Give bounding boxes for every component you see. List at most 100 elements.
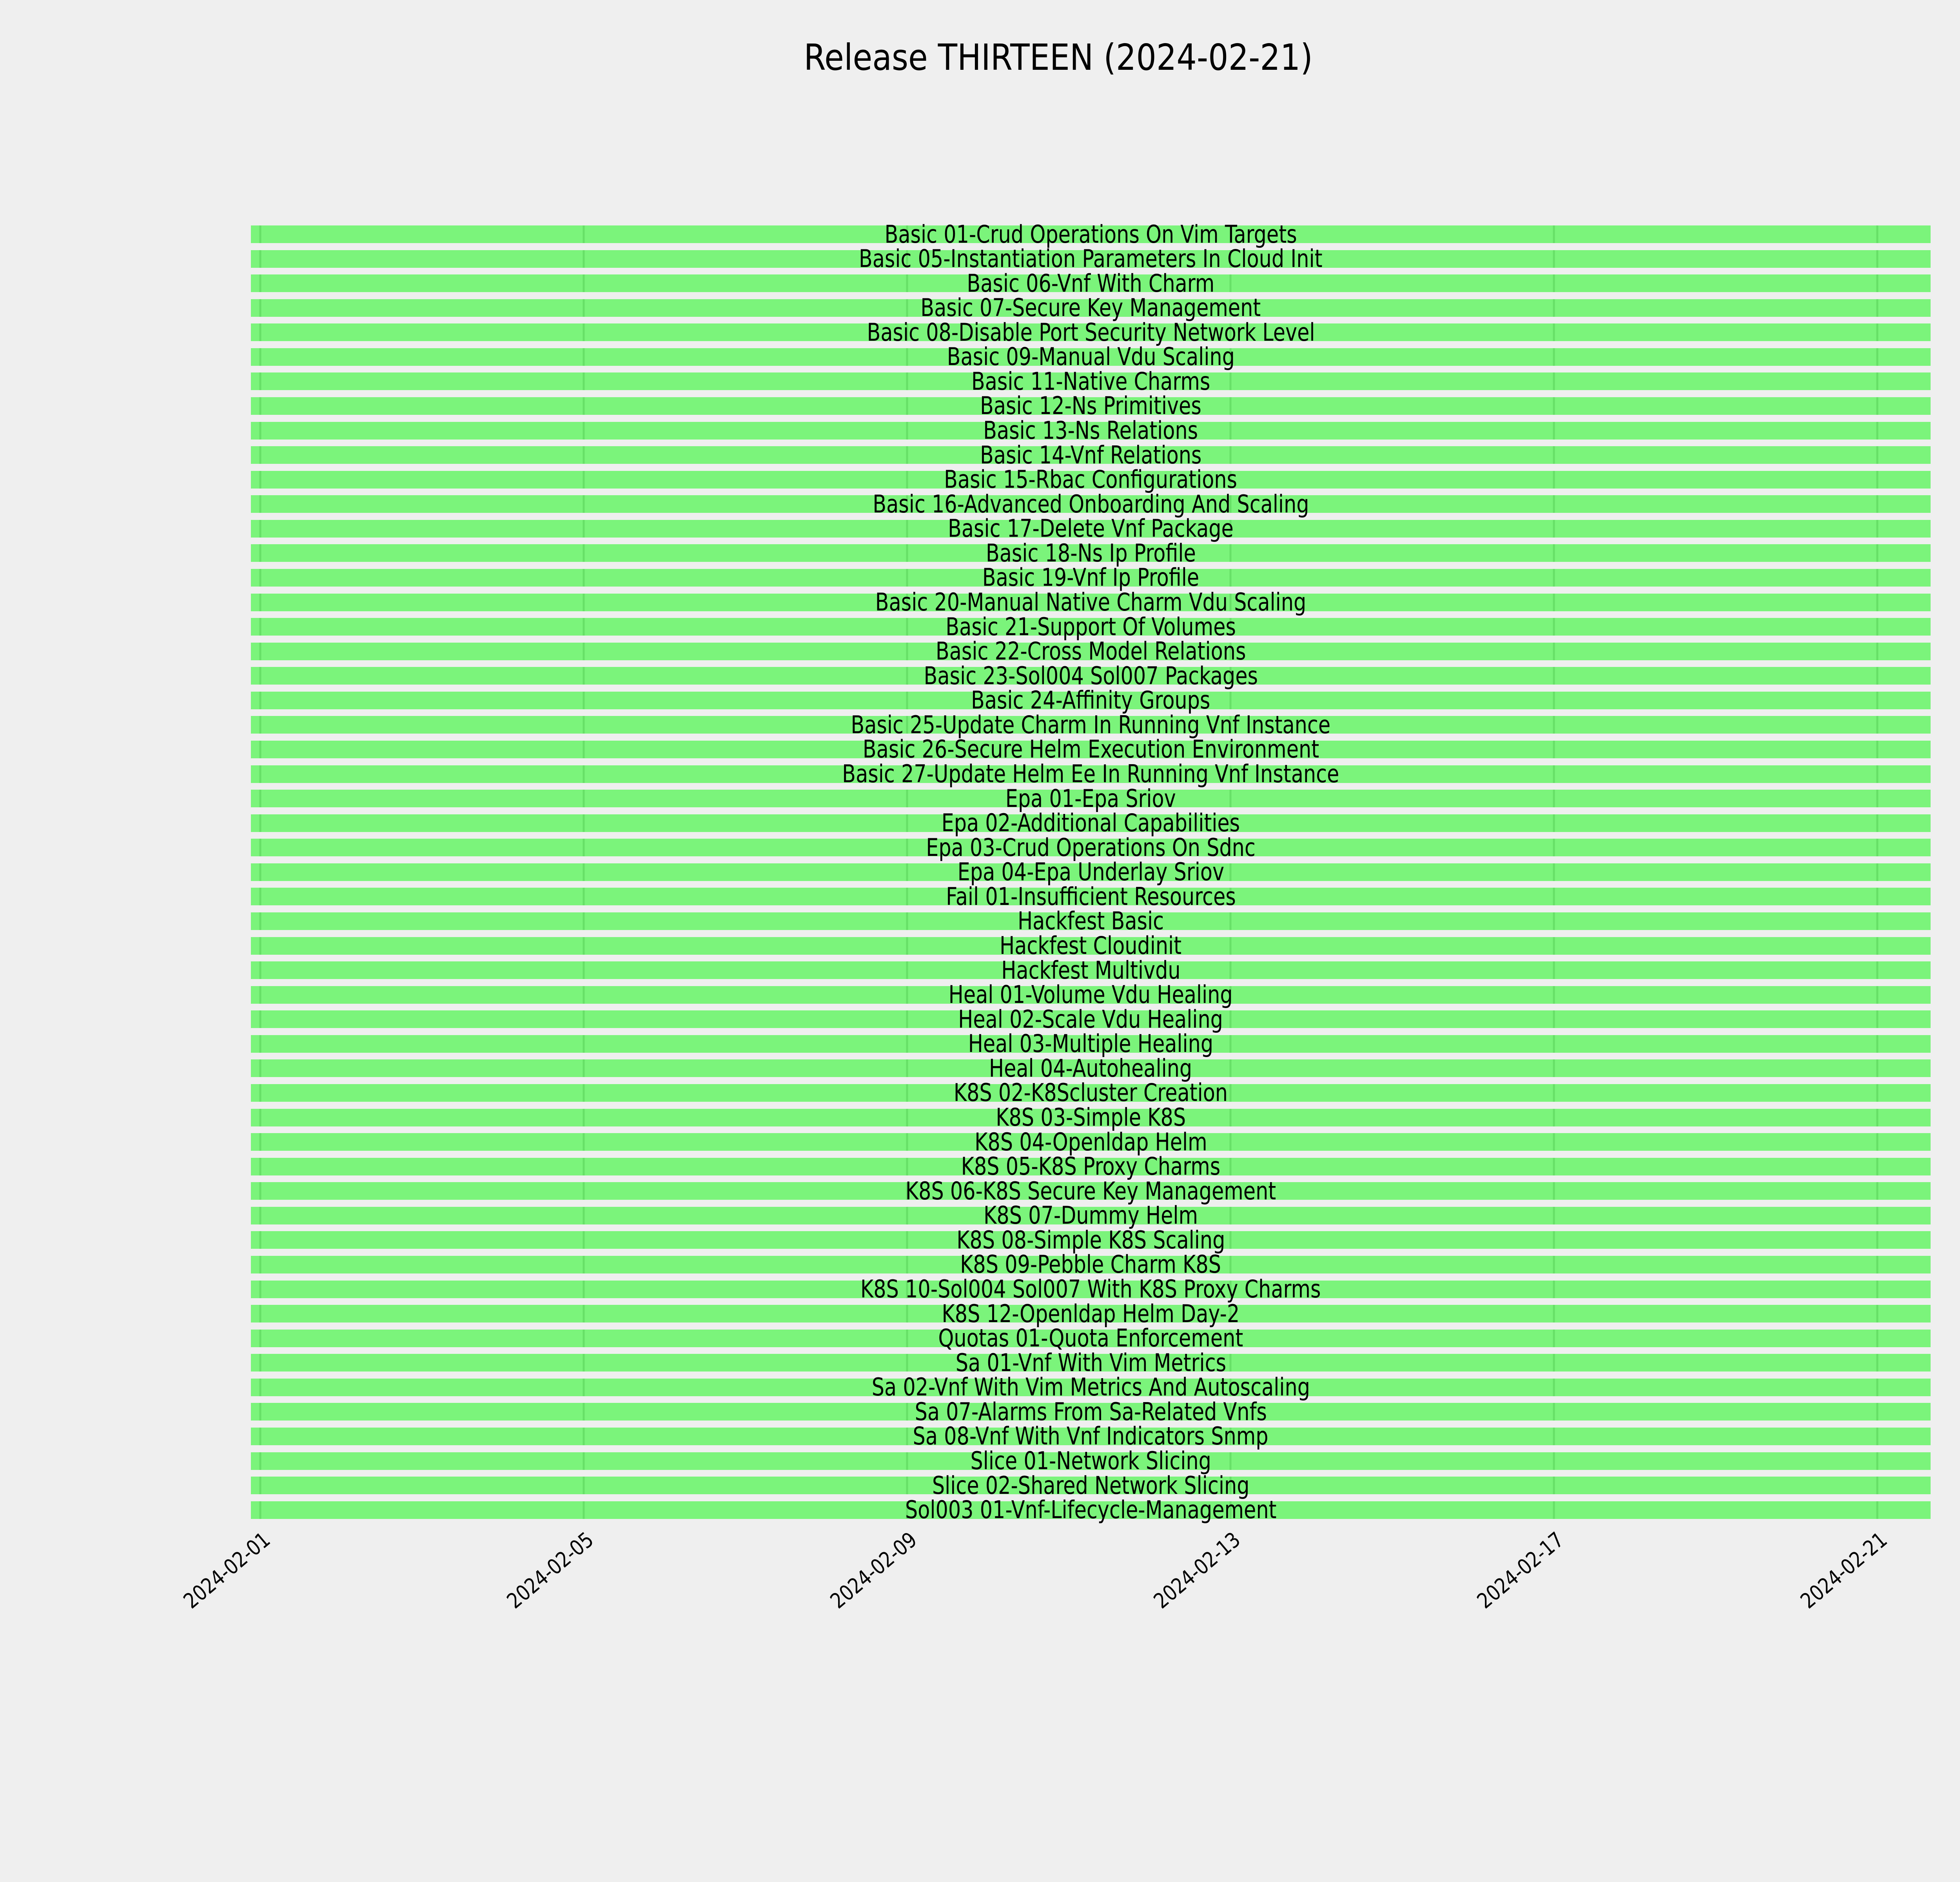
gantt-row: K8S 04-Openldap Helm (251, 1130, 1931, 1154)
gantt-bar: K8S 09-Pebble Charm K8S (251, 1252, 1931, 1277)
gantt-row: Basic 08-Disable Port Security Network L… (251, 320, 1931, 344)
date-gridline (1876, 421, 1878, 440)
date-gridline (1229, 397, 1232, 415)
date-gridline (1876, 1084, 1878, 1102)
date-gridline (259, 421, 261, 440)
date-gridline (259, 1305, 261, 1323)
date-gridline (1229, 986, 1232, 1004)
date-gridline (583, 1206, 585, 1224)
task-label: Basic 21-Support Of Volumes (946, 612, 1236, 641)
gantt-row: Epa 03-Crud Operations On Sdnc (251, 835, 1931, 859)
date-gridline (259, 520, 261, 538)
date-gridline (259, 618, 261, 636)
date-gridline (1553, 716, 1555, 734)
task-label: K8S 07-Dummy Helm (984, 1201, 1198, 1230)
task-label: Basic 09-Manual Vdu Scaling (947, 342, 1235, 371)
date-gridline (1876, 642, 1878, 660)
date-gridline (1229, 716, 1232, 734)
task-label: Basic 27-Update Helm Ee In Running Vnf I… (842, 759, 1339, 788)
date-gridline (1876, 912, 1878, 930)
date-gridline (583, 274, 585, 292)
date-gridline (259, 225, 261, 243)
date-gridline (259, 593, 261, 611)
gantt-row: Slice 01-Network Slicing (251, 1449, 1931, 1473)
gantt-row: K8S 07-Dummy Helm (251, 1203, 1931, 1228)
date-gridline (259, 544, 261, 562)
date-gridline (906, 1354, 908, 1372)
plot-area: Basic 01-Crud Operations On Vim Targets B… (251, 220, 1931, 1526)
date-gridline (259, 1133, 261, 1151)
gantt-row: Basic 09-Manual Vdu Scaling (251, 342, 1931, 371)
date-gridline (1876, 1501, 1878, 1519)
date-gridline (583, 421, 585, 440)
task-label: Basic 01-Crud Operations On Vim Targets (884, 220, 1297, 249)
date-gridline (1876, 323, 1878, 342)
date-gridline (1876, 495, 1878, 513)
gantt-row: Hackfest Cloudinit (251, 934, 1931, 958)
date-gridline (1229, 1182, 1232, 1200)
date-gridline (906, 716, 908, 734)
date-gridline (1553, 569, 1555, 587)
date-gridline (259, 986, 261, 1004)
x-tick-label: 2024-02-13 (1149, 1527, 1245, 1613)
task-label: Sa 08-Vnf With Vnf Indicators Snmp (913, 1422, 1269, 1451)
date-gridline (906, 888, 908, 906)
date-gridline (1876, 1378, 1878, 1396)
date-gridline (583, 1255, 585, 1273)
date-gridline (259, 299, 261, 317)
task-label: Basic 14-Vnf Relations (980, 440, 1202, 469)
date-gridline (1876, 1035, 1878, 1053)
gantt-row: Fail 01-Insufficient Resources (251, 884, 1931, 908)
date-gridline (906, 544, 908, 562)
task-label: Fail 01-Insufficient Resources (946, 882, 1236, 911)
date-gridline (259, 495, 261, 513)
date-gridline (1229, 1133, 1232, 1151)
task-label: Basic 11-Native Charms (971, 367, 1210, 396)
date-gridline (1553, 470, 1555, 489)
gantt-bar: Basic 19-Vnf Ip Profile (251, 565, 1931, 590)
date-gridline (259, 323, 261, 342)
date-gridline (906, 1477, 908, 1495)
date-gridline (1876, 863, 1878, 881)
date-gridline (259, 1354, 261, 1372)
gantt-bar: Fail 01-Insufficient Resources (251, 884, 1931, 908)
gantt-row: Sa 01-Vnf With Vim Metrics (251, 1350, 1931, 1375)
date-gridline (583, 372, 585, 391)
date-gridline (1876, 986, 1878, 1004)
date-gridline (1229, 1231, 1232, 1249)
date-gridline (1229, 839, 1232, 857)
date-gridline (1229, 912, 1232, 930)
gantt-bar: K8S 02-K8Scluster Creation (251, 1081, 1931, 1105)
date-gridline (583, 446, 585, 464)
date-gridline (1876, 1108, 1878, 1126)
gantt-bar: Epa 03-Crud Operations On Sdnc (251, 835, 1931, 859)
date-gridline (583, 1354, 585, 1372)
date-gridline (906, 1133, 908, 1151)
date-gridline (1229, 888, 1232, 906)
date-gridline (1876, 593, 1878, 611)
date-gridline (259, 642, 261, 660)
gantt-row: Basic 12-Ns Primitives (251, 394, 1931, 418)
date-gridline (1553, 299, 1555, 317)
date-gridline (1553, 1477, 1555, 1495)
gantt-bar: K8S 06-K8S Secure Key Management (251, 1179, 1931, 1203)
task-label: Hackfest Basic (1017, 906, 1164, 936)
gantt-row: Basic 07-Secure Key Management (251, 296, 1931, 320)
date-gridline (1229, 667, 1232, 685)
gantt-row: K8S 09-Pebble Charm K8S (251, 1252, 1931, 1277)
task-label: Sol003 01-Vnf-Lifecycle-Management (905, 1495, 1277, 1524)
gantt-bar: Basic 26-Secure Helm Execution Environme… (251, 737, 1931, 761)
date-gridline (1553, 937, 1555, 955)
date-gridline (1229, 790, 1232, 808)
date-gridline (583, 250, 585, 268)
gantt-bar: Basic 17-Delete Vnf Package (251, 516, 1931, 541)
gantt-bar: Basic 14-Vnf Relations (251, 440, 1931, 469)
date-gridline (259, 1035, 261, 1053)
date-gridline (906, 642, 908, 660)
date-gridline (259, 691, 261, 709)
date-gridline (1876, 372, 1878, 391)
date-gridline (259, 1206, 261, 1224)
gantt-row: Basic 18-Ns Ip Profile (251, 541, 1931, 565)
date-gridline (583, 1305, 585, 1323)
